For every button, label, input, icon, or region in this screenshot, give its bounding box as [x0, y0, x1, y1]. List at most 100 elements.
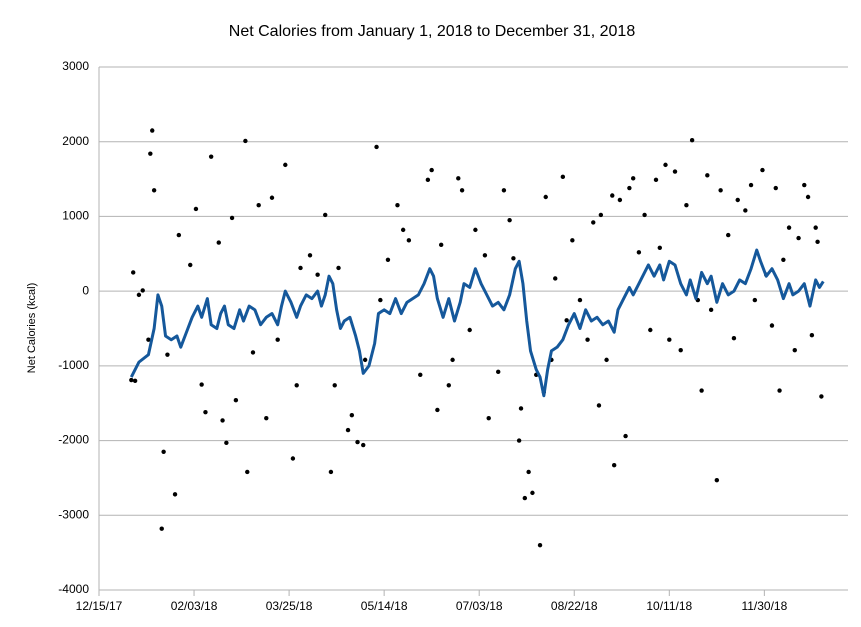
data-point — [553, 276, 558, 281]
y-tick-label: 3000 — [62, 59, 89, 73]
data-point — [129, 377, 134, 383]
data-point — [627, 185, 632, 191]
data-point — [667, 337, 672, 342]
data-point — [809, 333, 815, 338]
data-point — [345, 427, 351, 433]
data-point — [678, 347, 683, 353]
data-point — [537, 542, 543, 548]
data-point — [150, 128, 155, 133]
data-point — [307, 253, 313, 258]
data-point — [188, 262, 193, 268]
data-point — [617, 197, 623, 203]
x-tick-label: 10/11/18 — [646, 599, 692, 613]
data-point — [361, 442, 366, 448]
data-point — [161, 449, 166, 454]
data-point — [636, 250, 642, 255]
data-point — [570, 238, 575, 243]
data-point — [450, 357, 455, 363]
data-point — [786, 225, 792, 230]
data-point — [777, 388, 782, 393]
data-point — [224, 440, 229, 446]
moving-average-line — [129, 248, 825, 398]
data-point — [315, 272, 320, 277]
data-point — [760, 167, 765, 173]
x-tick-label: 11/30/18 — [741, 599, 787, 613]
data-point — [199, 382, 204, 387]
data-point — [336, 265, 341, 271]
x-tick-label: 08/22/18 — [551, 599, 598, 613]
data-point — [815, 239, 820, 245]
data-point — [132, 378, 138, 383]
data-point — [229, 215, 235, 221]
data-point — [516, 438, 522, 443]
data-point — [792, 347, 797, 353]
data-point — [429, 167, 434, 173]
data-point — [507, 217, 512, 223]
data-point — [140, 288, 145, 293]
data-point — [446, 383, 451, 388]
data-point — [203, 409, 208, 415]
data-point — [796, 235, 801, 241]
data-point — [604, 357, 609, 363]
data-point — [511, 256, 516, 261]
data-point — [216, 240, 221, 245]
data-point — [657, 245, 662, 251]
y-tick-label: 0 — [82, 283, 89, 297]
data-point — [467, 327, 472, 333]
data-point — [243, 138, 248, 144]
data-point — [136, 292, 142, 298]
data-point — [151, 188, 157, 193]
data-point — [400, 227, 406, 233]
data-point — [298, 265, 303, 271]
data-point — [425, 177, 431, 183]
data-point — [438, 242, 444, 248]
data-point — [165, 352, 170, 357]
data-point — [323, 212, 328, 218]
data-point — [233, 398, 239, 403]
data-point — [220, 418, 225, 423]
data-point — [131, 270, 136, 275]
data-point — [406, 238, 412, 243]
data-point — [176, 232, 182, 238]
data-point — [146, 337, 151, 342]
data-point — [623, 433, 628, 439]
y-tick-label: -2000 — [58, 433, 89, 447]
data-point — [781, 257, 786, 262]
data-point — [714, 477, 720, 483]
data-point — [684, 203, 689, 208]
data-point — [526, 469, 531, 475]
data-point — [611, 463, 617, 468]
data-point — [159, 526, 164, 531]
data-point — [362, 357, 368, 363]
y-tick-label: -1000 — [58, 358, 89, 372]
data-point — [752, 297, 758, 303]
data-point — [543, 194, 548, 200]
data-point — [269, 195, 275, 200]
data-point — [456, 176, 461, 181]
data-point — [349, 412, 355, 418]
data-point — [256, 203, 261, 208]
data-point — [819, 394, 824, 399]
data-point — [378, 297, 383, 303]
data-point — [648, 327, 653, 333]
data-point — [294, 383, 299, 388]
data-point — [802, 182, 807, 188]
data-point — [663, 162, 668, 168]
y-tick-label: -3000 — [58, 507, 89, 521]
data-point — [518, 406, 524, 411]
data-point — [577, 297, 583, 303]
data-point — [813, 225, 818, 230]
data-point — [435, 407, 440, 413]
data-point — [172, 492, 178, 497]
x-tick-label: 03/25/18 — [266, 599, 313, 613]
data-point — [208, 154, 214, 159]
data-point — [731, 336, 737, 341]
y-tick-label: 2000 — [62, 134, 89, 148]
data-point — [245, 469, 250, 475]
data-point — [705, 173, 710, 178]
data-point — [418, 372, 423, 378]
data-point — [773, 185, 778, 191]
data-point — [735, 197, 740, 203]
